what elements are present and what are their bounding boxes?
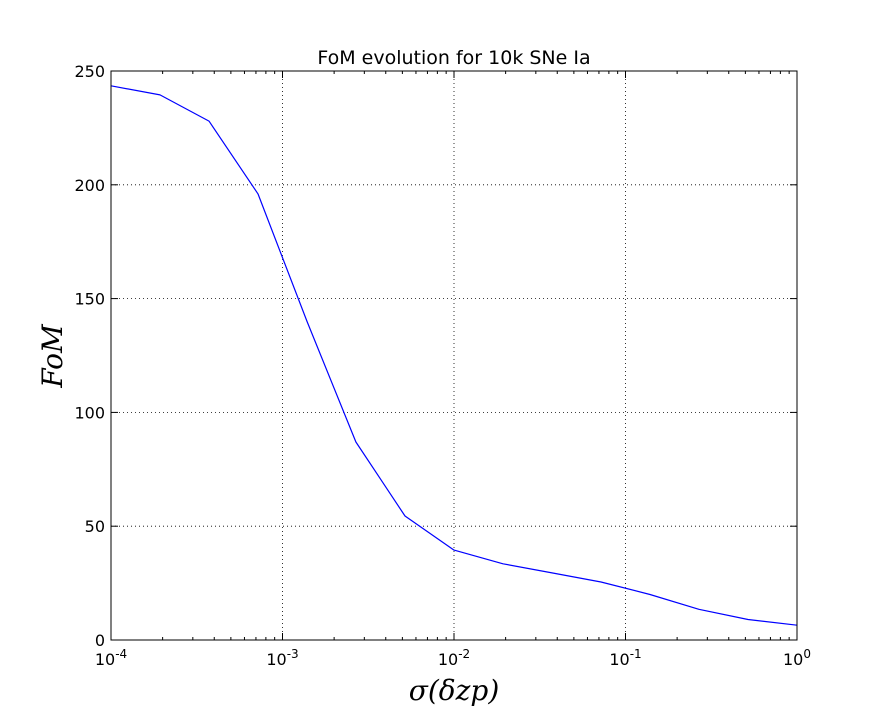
x-tick-label: 10-4 (95, 647, 127, 669)
chart-title: FoM evolution for 10k SNe Ia (317, 47, 590, 69)
y-tick-label: 100 (74, 403, 105, 422)
y-tick-label: 250 (74, 62, 105, 81)
y-tick-label: 150 (74, 290, 105, 309)
tick-labels: 10-4 10-3 10-2 10-1 100 0 50 100 150 200 250 (74, 62, 811, 669)
series-line (110, 85, 798, 626)
plot-frame (110, 70, 798, 641)
y-tick-label: 50 (85, 517, 105, 536)
x-tick-label: 100 (783, 647, 811, 669)
x-tick-label: 10-3 (266, 647, 298, 669)
y-tick-label: 200 (74, 176, 105, 195)
series-layer (110, 85, 798, 626)
x-tick-label: 10-2 (438, 647, 470, 669)
x-tick-label: 10-1 (609, 647, 641, 669)
grid-lines (111, 71, 797, 640)
y-axis-label: FoM (36, 323, 69, 389)
y-tick-label: 0 (95, 631, 105, 650)
x-axis-label: σ(δzp) (409, 674, 500, 707)
